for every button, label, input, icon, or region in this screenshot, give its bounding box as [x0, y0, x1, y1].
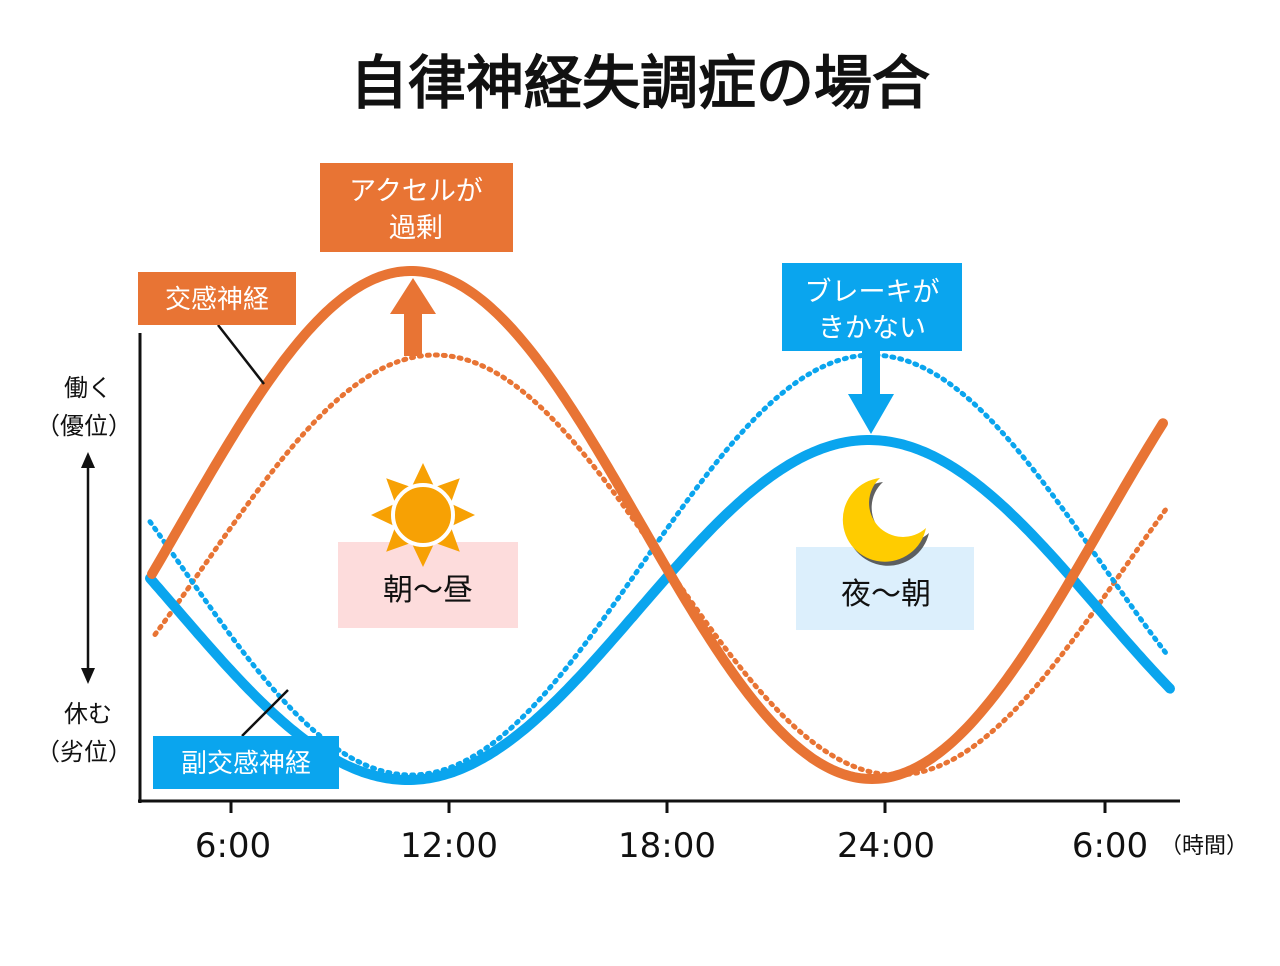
diagram-title: 自律神経失調症の場合 — [350, 49, 930, 117]
sun-icon — [371, 463, 475, 567]
double-arrow-head-down — [81, 668, 95, 684]
brake-callout-box — [782, 263, 962, 351]
down-arrow-shaft — [862, 350, 880, 398]
parasympathetic-label-box — [153, 736, 339, 789]
parasympathetic-curve — [145, 435, 1175, 785]
sun-disc-icon — [391, 483, 455, 547]
x-tick-label: 12:00 — [400, 826, 498, 866]
up-arrow-icon — [390, 278, 436, 356]
parasympathetic-normal-curve — [147, 352, 1170, 778]
y-high-sublabel: （優位） — [36, 412, 132, 440]
sympathetic-label-box — [138, 272, 296, 325]
x-tick-label: 24:00 — [837, 826, 935, 866]
sympathetic-leader-line — [217, 324, 265, 385]
double-arrow-icon — [81, 452, 95, 684]
parasympathetic-leader-line — [241, 689, 289, 737]
down-arrow-head — [848, 394, 894, 434]
up-arrow-shaft — [404, 310, 422, 356]
brake-callout-line2: きかない — [818, 313, 926, 344]
crescent-moon-icon — [842, 478, 929, 566]
accel-callout-line2: 過剰 — [389, 213, 443, 244]
sympathetic-label: 交感神経 — [165, 285, 269, 315]
night-label: 夜〜朝 — [841, 577, 931, 612]
parasympathetic-label: 副交感神経 — [181, 749, 311, 779]
x-tick-label: 6:00 — [195, 826, 271, 866]
y-high-label: 働く — [64, 374, 112, 402]
up-arrow-head — [390, 278, 436, 314]
y-low-label: 休む — [64, 700, 112, 728]
moon-body-icon — [842, 478, 926, 562]
accel-callout-line1: アクセルが — [349, 176, 483, 207]
x-tick-label: 18:00 — [618, 826, 716, 866]
x-unit-label: （時間） — [1160, 834, 1248, 859]
axes — [138, 333, 1180, 813]
accel-callout-box — [320, 163, 513, 252]
day-label: 朝〜昼 — [383, 573, 473, 608]
sympathetic-curve — [147, 266, 1168, 785]
double-arrow-head-up — [81, 452, 95, 468]
y-low-sublabel: （劣位） — [36, 738, 132, 766]
x-tick-label: 6:00 — [1072, 826, 1148, 866]
down-arrow-icon — [848, 350, 894, 434]
brake-callout-line1: ブレーキが — [805, 277, 940, 308]
